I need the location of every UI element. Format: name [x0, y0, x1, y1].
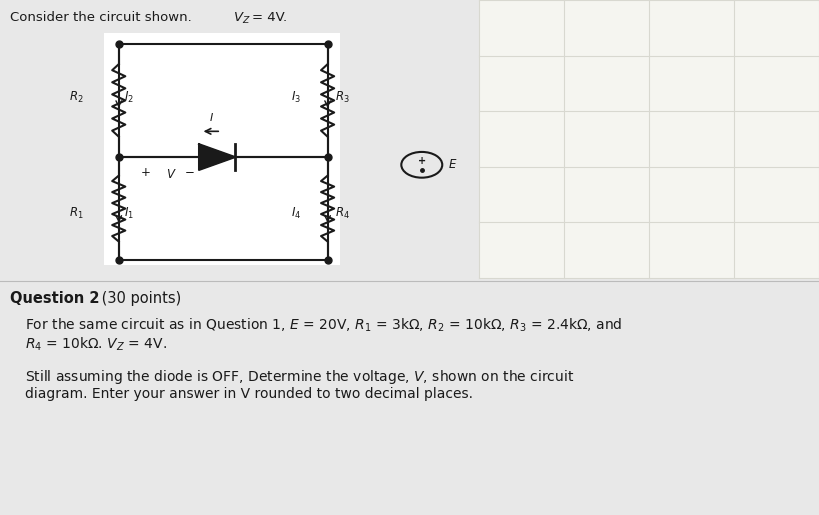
Text: $I_3$: $I_3$ — [292, 90, 301, 106]
Text: $R_4$: $R_4$ — [335, 205, 350, 221]
Text: $R_1$: $R_1$ — [69, 205, 84, 221]
Text: For the same circuit as in Question 1, $E$ = 20V, $R_1$ = 3k$\Omega$, $R_2$ = 10: For the same circuit as in Question 1, $… — [25, 317, 622, 334]
Text: $E$: $E$ — [448, 158, 457, 171]
Text: $I_4$: $I_4$ — [292, 205, 301, 221]
Text: (30 points): (30 points) — [97, 291, 181, 306]
Bar — [104, 33, 340, 265]
Text: +: + — [418, 156, 426, 166]
Text: Question 2: Question 2 — [10, 291, 99, 306]
Text: Consider the circuit shown.: Consider the circuit shown. — [10, 11, 196, 24]
Text: $R_2$: $R_2$ — [69, 90, 84, 106]
Polygon shape — [199, 144, 235, 170]
Text: $R_3$: $R_3$ — [335, 90, 350, 106]
Text: $R_4$ = 10k$\Omega$. $V_Z$ = 4V.: $R_4$ = 10k$\Omega$. $V_Z$ = 4V. — [25, 336, 166, 353]
Text: $I_1$: $I_1$ — [124, 205, 134, 221]
Text: +: + — [141, 165, 151, 179]
Text: V: V — [166, 167, 174, 181]
Text: = 4V.: = 4V. — [252, 11, 287, 24]
Text: $I_2$: $I_2$ — [124, 90, 134, 106]
Text: $V_Z$: $V_Z$ — [233, 11, 250, 26]
Bar — [479, 0, 819, 278]
Text: I: I — [210, 113, 213, 123]
Text: Still assuming the diode is OFF, Determine the voltage, $V$, shown on the circui: Still assuming the diode is OFF, Determi… — [25, 368, 574, 386]
Text: −: − — [185, 165, 195, 179]
Text: diagram. Enter your answer in V rounded to two decimal places.: diagram. Enter your answer in V rounded … — [25, 387, 473, 401]
